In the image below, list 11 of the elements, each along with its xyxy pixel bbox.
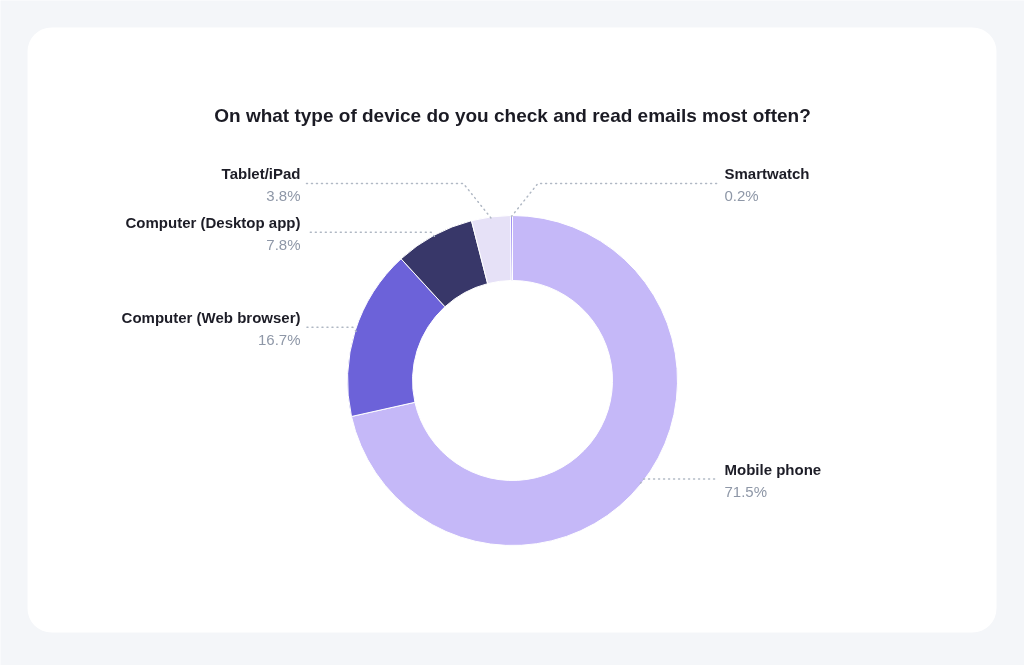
slice-label: Smartwatch xyxy=(724,165,810,182)
data-label: 7.8% xyxy=(266,235,301,253)
slice-label: Mobile phone xyxy=(724,460,822,478)
data-label: 3.8% xyxy=(266,187,301,204)
slice-label: Tablet/iPad xyxy=(221,165,301,182)
chart-title: On what type of device do you check and read emails most often? xyxy=(214,105,811,126)
data-label: 16.7% xyxy=(257,330,301,348)
data-label: 0.2% xyxy=(724,187,759,204)
slice-label: Computer (Desktop app) xyxy=(125,213,301,231)
slice-label: Computer (Web browser) xyxy=(121,308,301,326)
data-label: 71.5% xyxy=(724,482,768,500)
